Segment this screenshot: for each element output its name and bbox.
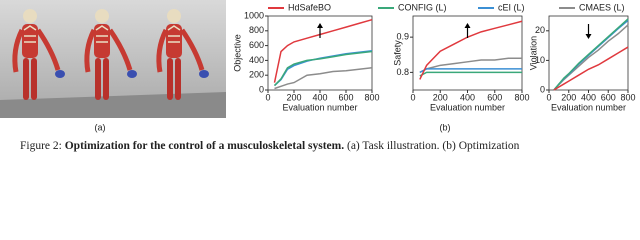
y-tick-label: 20 [535, 25, 545, 35]
x-tick-label: 200 [561, 92, 576, 102]
y-tick-label: 0.8 [396, 67, 409, 77]
series-line [553, 46, 629, 91]
x-tick-label: 400 [581, 92, 596, 102]
task-illustration [0, 0, 226, 118]
x-tick-label: 200 [433, 92, 448, 102]
panel-label: (a) [95, 122, 106, 132]
series-line [273, 18, 373, 83]
y-tick-label: 400 [249, 55, 264, 65]
y-tick-label: 800 [249, 25, 264, 35]
x-tick-label: 800 [620, 92, 635, 102]
y-tick-label: 600 [249, 40, 264, 50]
arrow-head [585, 34, 592, 39]
x-tick-label: 600 [338, 92, 353, 102]
series-line [273, 50, 373, 87]
x-tick-label: 200 [286, 92, 301, 102]
series-line [419, 71, 522, 77]
y-tick-label: 10 [535, 55, 545, 65]
x-axis-label: Evaluation number [282, 102, 357, 112]
panel-label: (b) [440, 122, 451, 132]
x-tick-label: 0 [265, 92, 270, 102]
y-tick-label: 0 [540, 84, 545, 94]
y-axis-label: Safety [392, 40, 402, 66]
legend-label: HdSafeBO [288, 2, 331, 12]
y-tick-label: 1000 [244, 10, 264, 20]
x-tick-label: 600 [487, 92, 502, 102]
series-line [274, 67, 373, 90]
series-line [419, 68, 522, 74]
arrow-head [317, 23, 323, 28]
x-axis-label: Evaluation number [430, 102, 505, 112]
caption: Figure 2: Optimization for the control o… [20, 140, 520, 152]
legend-label: CONFIG (L) [398, 2, 447, 12]
y-axis-label: Objective [232, 34, 242, 72]
series-line [273, 50, 373, 87]
arrow-head [464, 23, 471, 28]
y-tick-label: 0 [259, 84, 264, 94]
x-tick-label: 0 [410, 92, 415, 102]
series-line [553, 18, 629, 91]
series-line [419, 20, 523, 80]
x-tick-label: 600 [601, 92, 616, 102]
series-line [419, 57, 522, 74]
legend-label: CMAES (L) [579, 2, 625, 12]
legend-label: cEI (L) [498, 2, 525, 12]
x-axis-label: Evaluation number [551, 102, 626, 112]
y-tick-label: 200 [249, 70, 264, 80]
x-tick-label: 800 [364, 92, 379, 102]
y-axis-label: Violation [528, 36, 538, 70]
caption-bold: Optimization for the control of a muscul… [65, 140, 345, 152]
x-tick-label: 0 [546, 92, 551, 102]
x-tick-label: 400 [460, 92, 475, 102]
caption-rest: (a) Task illustration. (b) Optimization [347, 140, 520, 152]
x-tick-label: 400 [312, 92, 327, 102]
x-tick-label: 800 [514, 92, 529, 102]
y-tick-label: 0.9 [396, 32, 409, 42]
skeleton [12, 9, 65, 100]
figure: (a) (b) Figure 2: Optimization for the c… [0, 0, 636, 152]
caption-prefix: Figure 2: [20, 140, 62, 152]
